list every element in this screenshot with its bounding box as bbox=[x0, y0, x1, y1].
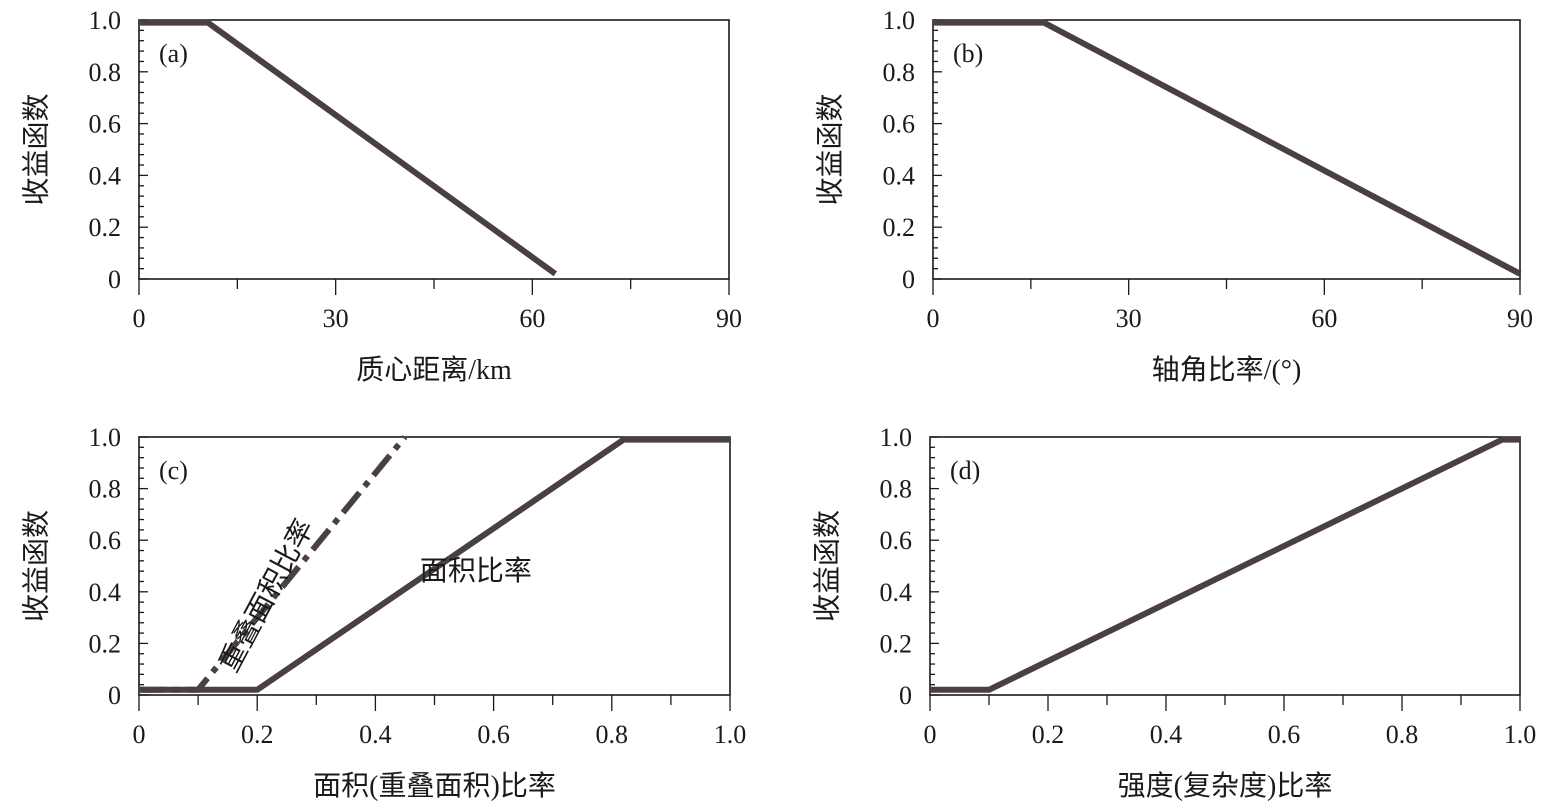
panel-label: (a) bbox=[159, 39, 188, 68]
y-tick-label: 0.4 bbox=[883, 161, 916, 190]
x-tick-label: 90 bbox=[1507, 304, 1533, 333]
y-tick-label: 0 bbox=[902, 265, 915, 294]
y-tick-label: 1.0 bbox=[89, 423, 122, 452]
x-tick-label: 1.0 bbox=[714, 720, 747, 749]
y-axis-title: 收益函数 bbox=[811, 510, 843, 622]
y-tick-label: 0.8 bbox=[883, 58, 916, 87]
x-tick-label: 60 bbox=[519, 304, 545, 333]
y-tick-label: 0 bbox=[108, 265, 121, 294]
series-line-dashdot bbox=[139, 435, 408, 693]
y-tick-label: 0.8 bbox=[89, 475, 122, 504]
x-tick-label: 0.6 bbox=[477, 720, 510, 749]
x-tick-label: 0 bbox=[133, 720, 146, 749]
x-tick-label: 0.8 bbox=[1386, 720, 1419, 749]
y-tick-label: 0.8 bbox=[89, 58, 122, 87]
x-tick-label: 0.2 bbox=[1032, 720, 1065, 749]
y-tick-label: 0.4 bbox=[89, 161, 122, 190]
x-tick-label: 0.4 bbox=[1150, 720, 1183, 749]
panel-label: (c) bbox=[159, 456, 188, 485]
annotation-label: 重叠面积比率 bbox=[213, 514, 320, 677]
y-axis-title: 收益函数 bbox=[20, 510, 52, 622]
y-tick-label: 0.2 bbox=[883, 213, 916, 242]
series-line-solid bbox=[930, 436, 1520, 693]
y-tick-label: 0.6 bbox=[883, 110, 916, 139]
y-tick-label: 0.8 bbox=[880, 475, 913, 504]
panel-label: (d) bbox=[950, 456, 980, 485]
chart-panel-a: 0 0.2 0.4 0.6 0.8 1.0 0 30 60 90 质心距离/km 收益函数 (a) bbox=[20, 6, 742, 386]
y-tick-label: 0 bbox=[899, 681, 912, 710]
x-tick-label: 60 bbox=[1311, 304, 1337, 333]
x-tick-label: 90 bbox=[716, 304, 742, 333]
x-axis-title: 轴角比率/(°) bbox=[1152, 354, 1302, 386]
y-axis-title: 收益函数 bbox=[20, 93, 52, 205]
x-tick-label: 0.2 bbox=[241, 720, 274, 749]
series-line-solid bbox=[933, 19, 1522, 277]
y-tick-label: 0.6 bbox=[89, 526, 122, 555]
x-axis-title: 质心距离/km bbox=[356, 354, 512, 386]
series-line-solid bbox=[139, 19, 558, 277]
x-tick-label: 30 bbox=[1116, 304, 1142, 333]
x-tick-label: 0.6 bbox=[1268, 720, 1301, 749]
y-tick-label: 0 bbox=[108, 681, 121, 710]
x-tick-label: 0 bbox=[924, 720, 937, 749]
y-tick-label: 0.6 bbox=[880, 526, 913, 555]
y-tick-label: 0.6 bbox=[89, 110, 122, 139]
y-tick-label: 0.2 bbox=[89, 213, 122, 242]
panel-label: (b) bbox=[953, 39, 983, 68]
x-tick-label: 30 bbox=[323, 304, 349, 333]
plot-frame bbox=[138, 19, 730, 280]
y-axis-title: 收益函数 bbox=[814, 93, 846, 205]
y-tick-label: 1.0 bbox=[883, 6, 916, 35]
y-tick-label: 0.4 bbox=[89, 578, 122, 607]
x-tick-label: 0.8 bbox=[596, 720, 629, 749]
chart-panel-b: 0 0.2 0.4 0.6 0.8 1.0 0 30 60 90 轴角比率/(°) 收益函数 (b) bbox=[814, 6, 1533, 386]
y-tick-label: 1.0 bbox=[89, 6, 122, 35]
plot-frame bbox=[932, 19, 1521, 280]
x-tick-label: 1.0 bbox=[1504, 720, 1537, 749]
x-axis-title: 强度(复杂度)比率 bbox=[1118, 770, 1333, 802]
y-tick-label: 1.0 bbox=[880, 423, 913, 452]
y-tick-label: 0.2 bbox=[89, 629, 122, 658]
x-tick-label: 0 bbox=[133, 304, 146, 333]
y-tick-label: 0.4 bbox=[880, 578, 913, 607]
chart-panel-c: 0 0.2 0.4 0.6 0.8 1.0 0 0.2 0.4 0.6 0.8 1.0 面积(重叠面积)… bbox=[20, 423, 746, 802]
x-tick-label: 0 bbox=[927, 304, 940, 333]
x-axis-title: 面积(重叠面积)比率 bbox=[313, 770, 556, 802]
annotation-label: 面积比率 bbox=[420, 555, 532, 587]
chart-panel-d: 0 0.2 0.4 0.6 0.8 1.0 0 0.2 0.4 0.6 0.8 1.0 强度(复杂度)比… bbox=[811, 423, 1536, 802]
y-tick-label: 0.2 bbox=[880, 629, 913, 658]
x-tick-label: 0.4 bbox=[359, 720, 392, 749]
